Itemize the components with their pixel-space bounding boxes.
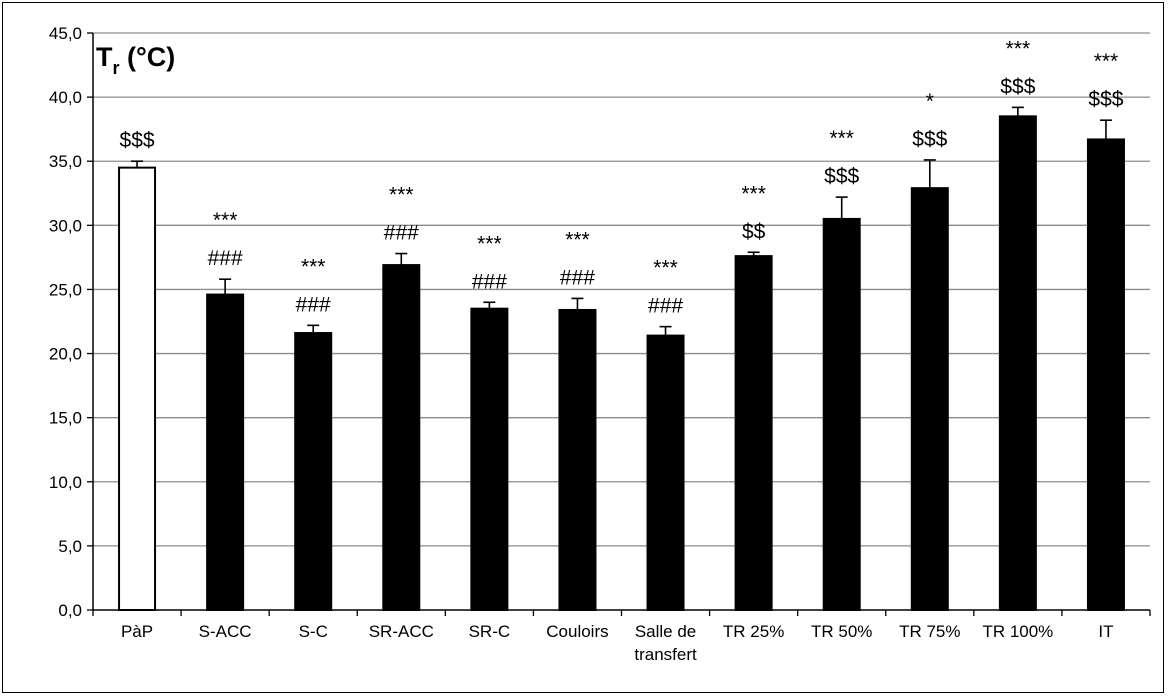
- y-tick-label: 45,0: [49, 24, 82, 43]
- significance-label: ***: [741, 182, 766, 205]
- y-tick-label: 15,0: [49, 409, 82, 428]
- significance-label: ***: [653, 257, 678, 280]
- significance-label: $$$: [1088, 88, 1123, 111]
- significance-label: $$: [742, 220, 766, 243]
- title-subscript: r: [113, 58, 120, 78]
- significance-label: $$$: [824, 165, 859, 188]
- x-category-label: PàP: [121, 622, 153, 641]
- title-unit: (°C): [120, 42, 176, 72]
- bar: [646, 334, 685, 611]
- x-category-label: TR 75%: [899, 622, 960, 641]
- significance-label: ***: [565, 228, 590, 251]
- bar: [382, 264, 421, 611]
- bar: [910, 187, 949, 611]
- y-tick-label: 0,0: [58, 601, 82, 620]
- significance-label: ###: [560, 266, 595, 289]
- significance-label: ###: [384, 222, 419, 245]
- gridlines: [87, 32, 1150, 611]
- significance-label: ***: [1094, 50, 1119, 73]
- bar: [470, 307, 509, 611]
- y-tick-labels: 0,0 5,0 10,0 15,0 20,0 25,0 30,0 35,0 40,0 45,0: [49, 24, 82, 620]
- significance-label: ***: [389, 184, 414, 207]
- significance-label: ###: [472, 270, 507, 293]
- x-category-label: Salle de: [635, 622, 696, 641]
- y-tick-label: 5,0: [58, 537, 82, 556]
- y-tick-label: 10,0: [49, 473, 82, 492]
- y-tick-label: 35,0: [49, 152, 82, 171]
- bar: [998, 115, 1037, 611]
- x-category-label: S-C: [299, 622, 328, 641]
- x-category-label: TR 25%: [723, 622, 784, 641]
- title-main: T: [96, 42, 113, 72]
- significance-label: ###: [296, 293, 331, 316]
- significance-label: ###: [648, 295, 683, 318]
- x-category-labels: PàP S-ACC S-C SR-ACC SR-C Couloirs Salle de tra…: [121, 622, 1114, 664]
- chart-title: Tr (°C): [96, 42, 175, 78]
- bar: [558, 308, 597, 611]
- significance-label: $$$: [1000, 75, 1035, 98]
- significance-label: ###: [208, 247, 243, 270]
- error-bars: [131, 106, 1112, 336]
- significance-label: ***: [829, 127, 854, 150]
- significance-label: ***: [301, 255, 326, 278]
- significance-label: $$$: [912, 128, 947, 151]
- axes: [92, 33, 1151, 616]
- x-category-label: TR 50%: [811, 622, 872, 641]
- y-tick-label: 40,0: [49, 88, 82, 107]
- y-tick-label: 25,0: [49, 280, 82, 299]
- y-tick-label: 20,0: [49, 345, 82, 364]
- significance-label: ***: [477, 232, 502, 255]
- significance-label: ***: [1006, 37, 1031, 60]
- x-category-label: transfert: [634, 645, 697, 664]
- significance-label: *: [926, 90, 934, 113]
- significance-label: ***: [213, 209, 238, 232]
- bar: [822, 217, 861, 612]
- significance-annotations: $$$ ### *** ### *** ### *** ### *** ### *** ### *** $…: [120, 37, 1124, 317]
- y-tick-label: 30,0: [49, 216, 82, 235]
- significance-label: $$$: [120, 129, 155, 152]
- bar: [294, 332, 333, 611]
- x-category-label: Couloirs: [546, 622, 608, 641]
- x-category-label: S-ACC: [199, 622, 252, 641]
- x-category-label: SR-C: [469, 622, 511, 641]
- x-category-label: IT: [1098, 622, 1113, 641]
- bar: [1086, 138, 1125, 611]
- bar: [206, 293, 245, 611]
- bars: [118, 115, 1125, 612]
- bar: [734, 255, 773, 611]
- x-category-label: TR 100%: [982, 622, 1053, 641]
- x-category-label: SR-ACC: [369, 622, 434, 641]
- bar: [118, 166, 157, 611]
